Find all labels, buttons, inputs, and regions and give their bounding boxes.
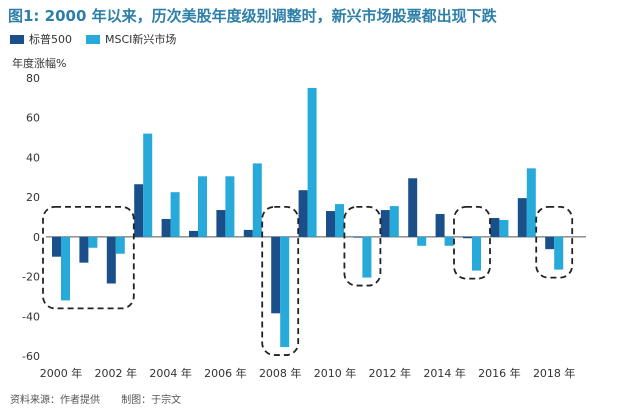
bar-sp500-2003 (134, 184, 144, 237)
y-tick-label: 0 (33, 231, 40, 244)
bar-msci-em-2007 (252, 163, 262, 237)
bar-sp500-2013 (408, 178, 418, 237)
y-tick-label: 40 (26, 151, 40, 164)
legend-swatch-sp500 (10, 34, 24, 44)
producer-note: 制图：于宗文 (121, 395, 182, 406)
bar-sp500-2005 (189, 230, 198, 237)
bar-msci-em-2001 (88, 236, 98, 248)
y-tick-label: 20 (26, 191, 40, 204)
source-note: 资料来源：作者提供 (10, 395, 100, 406)
bar-msci-em-2015 (472, 236, 481, 271)
bar-sp500-2001 (79, 236, 89, 263)
legend-swatch-msci-em (86, 34, 100, 44)
y-axis-label: 年度涨幅% (12, 57, 67, 70)
highlight-box-2018 (535, 205, 574, 279)
highlight-box-2008 (261, 205, 300, 356)
x-tick-label: 2002 年 (95, 366, 138, 380)
bar-msci-em-2013 (417, 236, 427, 246)
bar-sp500-2011 (353, 236, 363, 238)
y-tick-label: 80 (26, 72, 40, 85)
bar-sp500-2016 (490, 217, 500, 237)
legend-item-msci-em: MSCI新兴市场 (86, 31, 176, 47)
bar-sp500-2006 (216, 210, 226, 237)
bar-msci-em-2018 (554, 236, 564, 270)
legend-item-sp500: 标普500 (10, 31, 72, 47)
bar-sp500-2004 (161, 218, 171, 237)
bar-msci-em-2000 (61, 236, 70, 301)
highlight-box-2015 (453, 205, 491, 280)
legend-label-msci-em: MSCI新兴市场 (105, 33, 177, 46)
y-tick-label: -20 (22, 271, 40, 284)
highlight-box-2000-2002 (42, 205, 135, 310)
x-tick-label: 2006 年 (204, 366, 247, 380)
x-tick-label: 2008 年 (259, 366, 302, 380)
bar-sp500-2009 (298, 190, 308, 237)
y-tick-label: -40 (22, 310, 40, 323)
bar-sp500-2010 (326, 211, 335, 237)
highlight-box-2011 (343, 205, 382, 287)
bar-sp500-2015 (463, 236, 472, 239)
y-tick-label: 60 (26, 112, 40, 125)
x-tick-label: 2000 年 (40, 366, 83, 380)
bar-msci-em-2011 (362, 236, 372, 278)
bar-msci-em-2003 (143, 133, 153, 237)
x-tick-label: 2018 年 (533, 366, 576, 380)
bar-msci-em-2004 (170, 192, 180, 237)
bar-msci-em-2012 (389, 206, 399, 237)
bar-sp500-2000 (52, 236, 61, 257)
bar-sp500-2014 (435, 214, 445, 237)
bar-sp500-2017 (517, 198, 527, 237)
chart-legend: 标普500 MSCI新兴市场 (10, 31, 190, 47)
x-tick-label: 2014 年 (423, 366, 466, 380)
bar-msci-em-2005 (198, 176, 207, 237)
bar-sp500-2012 (380, 210, 390, 237)
bar-msci-em-2014 (444, 236, 454, 246)
bar-msci-em-2006 (225, 176, 235, 237)
y-tick-label: -60 (22, 350, 40, 363)
bar-msci-em-2009 (307, 87, 317, 237)
x-tick-label: 2004 年 (149, 366, 192, 380)
chart-title: 图1: 2000 年以来，历次美股年度级别调整时，新兴市场股票都出现下跌 (8, 7, 497, 25)
bar-sp500-2018 (545, 236, 555, 250)
bar-msci-em-2010 (335, 204, 344, 237)
legend-label-sp500: 标普500 (29, 33, 72, 46)
bar-msci-em-2017 (526, 168, 536, 237)
bar-msci-em-2008 (280, 236, 290, 348)
x-tick-label: 2012 年 (369, 366, 412, 380)
chart-source-line: 资料来源：作者提供 制图：于宗文 (10, 391, 199, 406)
bar-sp500-2007 (243, 229, 253, 237)
bar-msci-em-2016 (499, 219, 509, 237)
bar-sp500-2008 (271, 236, 281, 314)
bar-sp500-2002 (106, 236, 116, 284)
bar-msci-em-2002 (115, 236, 125, 254)
x-tick-label: 2010 年 (314, 366, 357, 380)
x-tick-label: 2016 年 (478, 366, 521, 380)
